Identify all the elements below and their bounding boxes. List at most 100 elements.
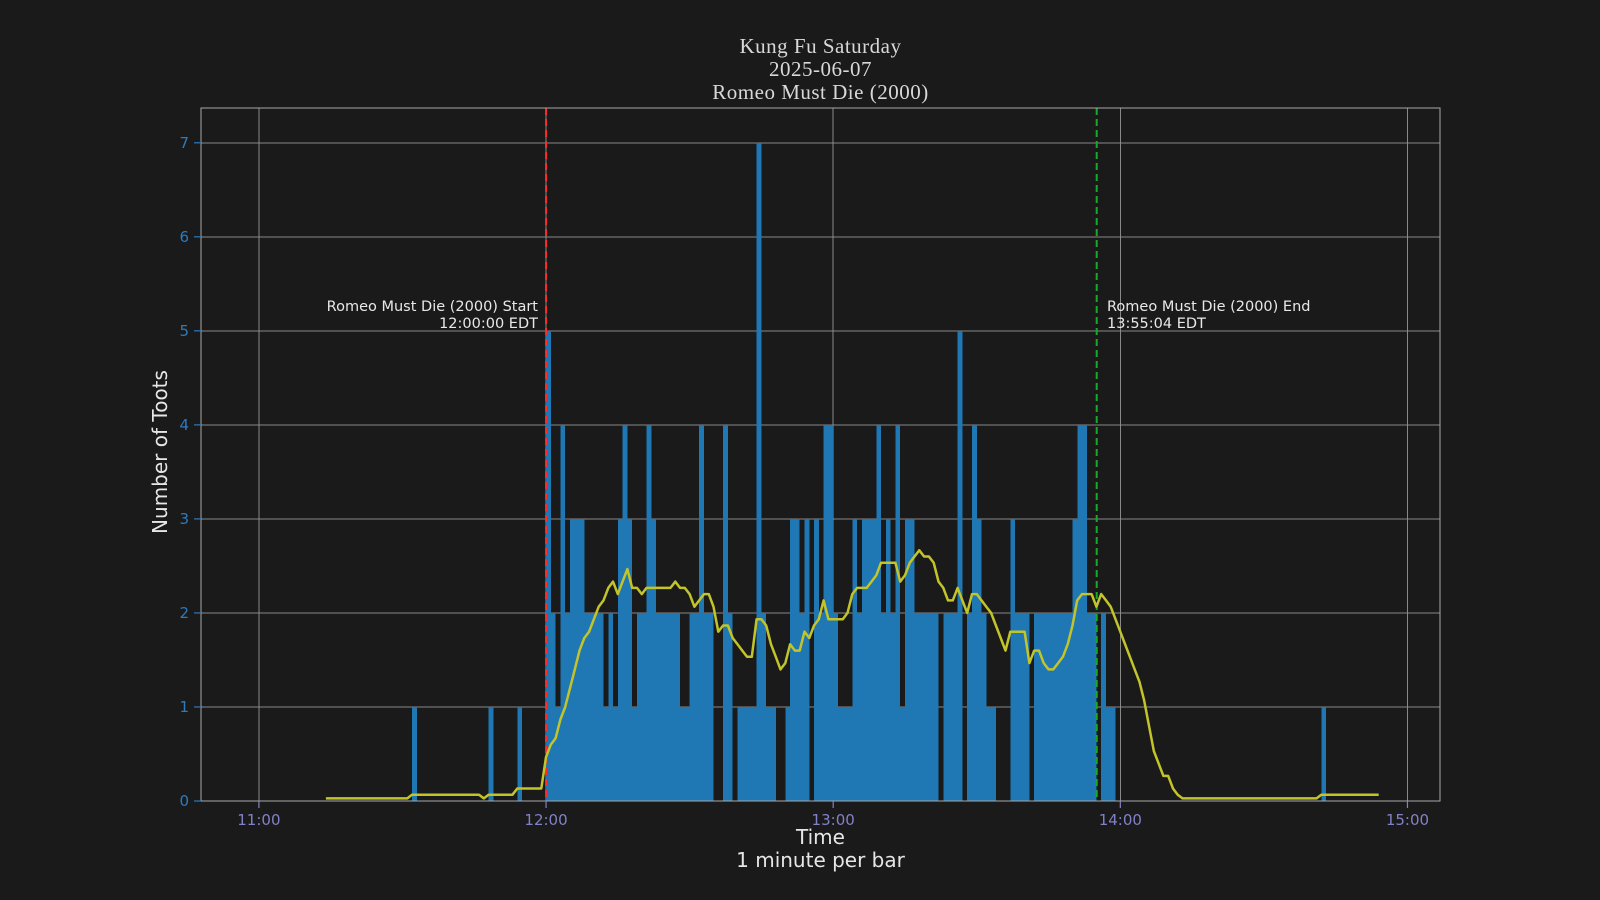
toot-bar [933,612,939,801]
toot-bar [976,518,982,801]
toot-bar [737,706,743,801]
toot-bar [641,612,647,801]
toot-bar [876,424,882,801]
toot-bar [684,706,690,801]
toot-bar [589,612,594,801]
toot-bar [694,612,700,801]
toot-bar [914,612,920,801]
toot-bar [646,424,652,801]
y-tick-label: 1 [179,697,189,716]
toot-bar [708,612,714,801]
toot-bar [971,424,977,801]
toot-bar [890,612,896,801]
toot-bar [756,142,762,802]
x-tick-label: 15:00 [1385,811,1430,829]
toot-bar [751,706,757,801]
toot-bar [909,518,915,801]
y-tick-label: 4 [179,415,189,434]
toot-bar [1082,424,1087,801]
toot-bar [943,612,949,801]
toot-bar [991,706,996,801]
y-tick-label: 0 [179,792,189,810]
toot-bar [1321,706,1327,801]
x-axis-label: Time [796,825,845,849]
x-tick-label: 13:00 [811,811,855,829]
toot-bar [871,518,877,801]
y-tick-label: 3 [179,509,189,528]
toot-bar [895,424,901,801]
plot-border [200,107,1441,802]
toot-bar [804,518,810,801]
toot-bar [550,612,556,801]
y-tick-label: 5 [179,321,189,340]
toot-bar [1105,706,1111,801]
toot-bar [555,706,561,801]
toot-bar [799,612,805,801]
toot-bar [488,706,494,801]
toot-bar [833,612,838,801]
toot-bar [656,612,661,801]
toot-bar [1043,612,1049,801]
toot-bar [766,706,771,801]
toot-bar [794,518,800,801]
rolling-mean-line [325,549,1379,800]
toot-bar [919,612,925,801]
toot-bar [603,706,609,801]
toot-bar [818,612,824,801]
toot-bar [569,518,575,801]
toot-bar [770,706,776,801]
toot-bar [881,612,886,801]
toot-bar [842,706,848,801]
toot-bar [598,612,604,801]
toot-bar [900,706,905,801]
toot-bar [1072,518,1078,801]
toot-bar [703,612,709,801]
toot-bar [608,612,614,801]
toot-bar [742,706,748,801]
toot-bar [579,518,585,801]
toot-bar [584,612,590,801]
toot-bar [952,612,958,801]
toot-bar [948,612,953,801]
toot-bar [622,424,628,801]
toot-bar [670,612,676,801]
y-tick-label: 2 [179,603,189,622]
toot-bar [1024,612,1030,801]
toot-bar [412,706,417,801]
toot-bar [1110,706,1116,801]
toot-bar [1053,612,1059,801]
toot-bar [660,612,666,801]
toot-bar [1077,424,1083,801]
toot-bar [651,518,657,801]
toot-bar [967,612,972,801]
toot-bar [565,612,570,801]
toot-bar [1048,612,1054,801]
toot-bar [1010,518,1016,801]
toot-bar [1062,612,1068,801]
x-tick-label: 14:00 [1098,811,1142,829]
toot-bar [699,424,704,801]
toot-bar [1019,612,1025,801]
toot-bar [517,706,523,801]
toot-bar [885,518,891,801]
toot-bar [986,706,992,801]
toot-bar [613,706,618,801]
toot-bar [1015,612,1020,801]
x-axis-sublabel: 1 minute per bar [736,848,905,872]
toot-bar [828,424,834,801]
toot-bar [1058,612,1063,801]
toot-bar [1067,612,1073,801]
toot-bar [680,706,685,801]
toot-bar [627,518,633,801]
toot-bar [785,706,791,801]
toot-bar [904,518,910,801]
toot-bar [861,518,867,801]
toot-bar [593,612,599,801]
toot-bar [1038,612,1044,801]
toot-bar [957,330,963,801]
annotation-movie-start: Romeo Must Die (2000) Start 12:00:00 EDT [326,299,538,332]
annotation-movie-end: Romeo Must Die (2000) End 13:55:04 EDT [1107,299,1311,332]
toot-bar [924,612,929,801]
